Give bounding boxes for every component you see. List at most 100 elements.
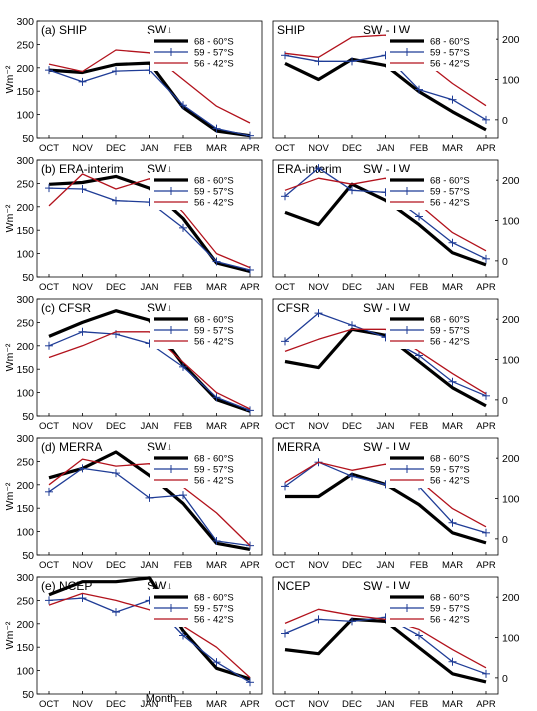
y-tick-label: 250 — [16, 595, 34, 607]
legend-label: 56 - 42°S — [194, 337, 234, 348]
y-tick-label: 0 — [502, 256, 508, 268]
x-tick-label: OCT — [39, 560, 59, 571]
y-tick-label: 150 — [16, 86, 34, 98]
x-tick-label: MAR — [442, 421, 463, 432]
y-tick-label: 50 — [22, 272, 34, 284]
x-tick-label: OCT — [275, 560, 295, 571]
y-tick-label: 200 — [502, 314, 520, 326]
legend-label: 68 - 60°S — [194, 315, 234, 326]
legend-label: 56 - 42°S — [430, 476, 470, 487]
y-tick-label: 250 — [16, 178, 34, 190]
y-tick-label: 150 — [16, 364, 34, 376]
x-tick-label: NOV — [308, 560, 329, 571]
y-tick-label: 50 — [22, 411, 34, 423]
legend-label: 56 - 42°S — [194, 198, 234, 209]
y-tick-label: 100 — [502, 494, 520, 506]
legend-label: 59 - 57°S — [430, 187, 470, 198]
y-tick-label: 300 — [16, 433, 34, 445]
x-tick-label: JAN — [141, 143, 159, 154]
legend-label: 68 - 60°S — [430, 176, 470, 187]
x-tick-label: FEB — [410, 699, 428, 710]
x-tick-label: JAN — [377, 421, 395, 432]
panel-title: (b) ERA-interim — [41, 162, 124, 176]
series-line — [284, 177, 487, 252]
y-tick-label: 300 — [16, 16, 34, 28]
x-tick-label: MAR — [206, 282, 227, 293]
x-tick-label: DEC — [342, 699, 362, 710]
y-axis-label: Wm⁻² — [4, 621, 16, 649]
x-tick-label: JAN — [377, 699, 395, 710]
y-tick-label: 300 — [16, 572, 34, 584]
legend-label: 56 - 42°S — [194, 615, 234, 626]
y-tick-label: 200 — [502, 34, 520, 46]
legend-label: 56 - 42°S — [430, 615, 470, 626]
x-tick-label: APR — [476, 143, 496, 154]
legend-label: 68 - 60°S — [194, 176, 234, 187]
x-tick-label: APR — [476, 560, 496, 571]
y-tick-label: 100 — [16, 527, 34, 539]
y-tick-label: 250 — [16, 456, 34, 468]
x-tick-label: OCT — [39, 143, 59, 154]
y-tick-label: 0 — [502, 534, 508, 546]
y-tick-label: 0 — [502, 115, 508, 127]
x-tick-label: DEC — [106, 699, 126, 710]
x-tick-label: APR — [240, 421, 260, 432]
series-line — [284, 617, 487, 684]
y-tick-label: 50 — [22, 689, 34, 701]
x-tick-label: OCT — [39, 421, 59, 432]
y-tick-label: 100 — [16, 249, 34, 261]
panel-title: (a) SHIP — [41, 23, 87, 37]
x-tick-label: NOV — [308, 699, 329, 710]
y-tick-label: 100 — [502, 75, 520, 87]
x-tick-label: APR — [476, 282, 496, 293]
x-tick-label: JAN — [377, 282, 395, 293]
x-tick-label: OCT — [275, 282, 295, 293]
legend-label: 68 - 60°S — [194, 593, 234, 604]
legend-label: 68 - 60°S — [430, 593, 470, 604]
series-line — [48, 458, 251, 547]
series-line — [48, 331, 251, 410]
x-tick-label: OCT — [275, 699, 295, 710]
x-tick-label: JAN — [141, 421, 159, 432]
series-line — [284, 34, 487, 107]
legend-label: 56 - 42°S — [430, 198, 470, 209]
x-tick-label: MAR — [206, 560, 227, 571]
x-tick-label: NOV — [308, 282, 329, 293]
x-tick-label: OCT — [275, 143, 295, 154]
x-tick-label: APR — [240, 560, 260, 571]
y-tick-label: 50 — [22, 133, 34, 145]
x-tick-label: NOV — [72, 560, 93, 571]
x-axis-label: Month — [145, 693, 177, 705]
y-tick-label: 200 — [16, 341, 34, 353]
panel-title: ERA-interim — [277, 162, 342, 176]
legend-label: 56 - 42°S — [194, 59, 234, 70]
x-tick-label: FEB — [410, 143, 428, 154]
x-tick-label: MAR — [442, 699, 463, 710]
y-tick-label: 50 — [22, 550, 34, 562]
y-axis-label: Wm⁻² — [4, 204, 16, 232]
x-tick-label: FEB — [174, 421, 192, 432]
x-tick-label: APR — [240, 699, 260, 710]
y-tick-label: 150 — [16, 642, 34, 654]
x-tick-label: FEB — [174, 699, 192, 710]
x-tick-label: DEC — [106, 560, 126, 571]
x-tick-label: DEC — [106, 282, 126, 293]
x-tick-label: APR — [240, 143, 260, 154]
y-tick-label: 250 — [16, 39, 34, 51]
x-tick-label: MAR — [206, 143, 227, 154]
legend-label: 56 - 42°S — [194, 476, 234, 487]
legend-label: 59 - 57°S — [430, 465, 470, 476]
legend-label: 56 - 42°S — [430, 337, 470, 348]
panel-title: SHIP — [277, 23, 305, 37]
y-tick-label: 150 — [16, 503, 34, 515]
legend-label: 56 - 42°S — [430, 59, 470, 70]
x-tick-label: FEB — [174, 143, 192, 154]
legend-label: 59 - 57°S — [194, 604, 234, 615]
y-tick-label: 200 — [502, 592, 520, 604]
legend-label: 59 - 57°S — [430, 326, 470, 337]
panel-title: NCEP — [277, 579, 310, 593]
legend-label: 59 - 57°S — [194, 187, 234, 198]
x-tick-label: JAN — [141, 560, 159, 571]
panel-title: (d) MERRA — [41, 440, 102, 454]
y-tick-label: 200 — [16, 480, 34, 492]
